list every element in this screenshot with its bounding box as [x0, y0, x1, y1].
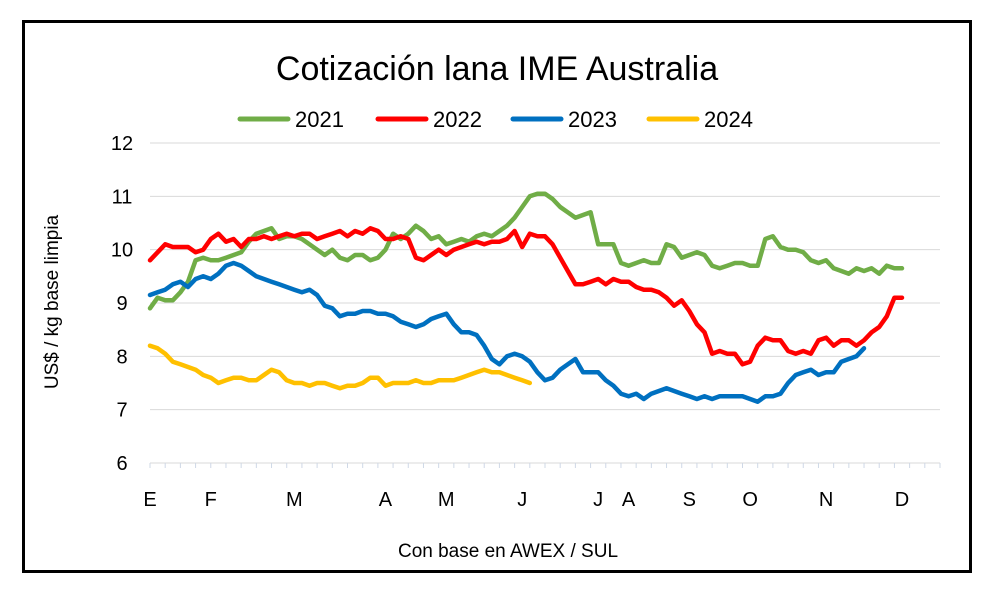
x-tick-label: M: [438, 489, 455, 511]
chart-title: Cotización lana IME Australia: [276, 50, 718, 88]
x-tick-label: E: [143, 489, 156, 511]
x-tick-label: S: [683, 489, 696, 511]
x-tick-label: J: [517, 489, 527, 511]
x-tick-label: A: [379, 489, 393, 511]
gridlines: [150, 142, 940, 464]
x-tick-label: A: [622, 489, 636, 511]
series-layer: [147, 191, 905, 404]
y-tick-label: 9: [116, 293, 127, 315]
y-tick-label: 6: [116, 453, 127, 475]
legend-label-2021: 2021: [295, 107, 344, 132]
y-tick-label: 7: [116, 400, 127, 422]
x-tick-label: N: [819, 489, 833, 511]
y-tick-label: 10: [111, 240, 133, 262]
series-line-2023: [147, 260, 867, 404]
y-axis: 6 7 8 9 10 11 12: [111, 133, 133, 475]
series-line-2021: [147, 191, 905, 311]
chart-frame: [22, 20, 972, 573]
y-tick-label: 11: [112, 186, 133, 208]
legend: 2021 2022 2023 2024: [237, 107, 753, 132]
x-axis-title: Con base en AWEX / SUL: [398, 541, 618, 562]
series-line-2022: [147, 226, 905, 367]
x-tick-label: D: [895, 489, 909, 511]
x-tick-label: O: [742, 489, 758, 511]
y-axis-title: US$ / kg base limpia: [42, 214, 63, 389]
legend-label-2023: 2023: [568, 107, 617, 132]
legend-label-2022: 2022: [433, 107, 482, 132]
y-tick-label: 12: [111, 133, 133, 155]
y-tick-label: 8: [116, 346, 127, 368]
x-tick-label: F: [205, 489, 217, 511]
x-tick-label: M: [286, 489, 303, 511]
series-line-2024: [147, 343, 533, 391]
x-tick-label: J: [593, 489, 603, 511]
legend-label-2024: 2024: [704, 107, 753, 132]
